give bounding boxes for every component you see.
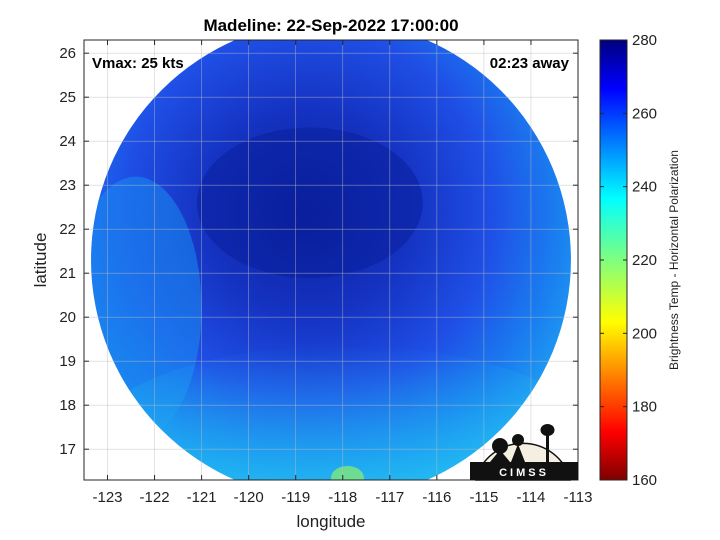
time-away-annotation: 02:23 away	[490, 55, 570, 72]
x-tick-label: -113	[564, 489, 593, 506]
y-tick-label: 20	[59, 309, 76, 326]
colorbar	[599, 39, 628, 481]
colorbar-ticks: 280 260 240 220 200 180 160	[600, 32, 657, 489]
x-tick-label: -123	[93, 489, 123, 506]
brightness-temp-swath	[91, 40, 571, 480]
y-tick-label: 24	[59, 133, 76, 150]
y-tick-label: 21	[59, 265, 76, 282]
plot-frame	[83, 39, 579, 481]
gridlines	[84, 40, 578, 480]
y-tick-label: 23	[59, 177, 76, 194]
y-axis-label: latitude	[31, 233, 50, 288]
y-tick-label: 22	[59, 221, 76, 238]
colorbar-tick-label: 180	[632, 399, 657, 416]
colorbar-tick-label: 260	[632, 105, 657, 122]
y-tick-label: 18	[59, 397, 76, 414]
y-axis-ticks: 17 18 19 20 21 22 23 24 25 26	[59, 45, 578, 458]
x-tick-label: -117	[375, 489, 404, 506]
x-tick-label: -116	[422, 489, 451, 506]
chart-title: Madeline: 22-Sep-2022 17:00:00	[203, 16, 458, 35]
x-tick-label: -115	[469, 489, 498, 506]
x-tick-label: -118	[328, 489, 357, 506]
x-tick-label: -120	[234, 489, 264, 506]
vmax-annotation: Vmax: 25 kts	[92, 55, 184, 72]
x-tick-label: -114	[516, 489, 545, 506]
x-tick-label: -119	[281, 489, 310, 506]
colorbar-tick-label: 220	[632, 252, 657, 269]
colorbar-tick-label: 280	[632, 32, 657, 49]
x-axis-ticks: -123 -122 -121 -120 -119 -118 -117 -116 -115 -114…	[93, 40, 593, 506]
y-tick-label: 19	[59, 353, 76, 370]
y-tick-label: 26	[59, 45, 76, 62]
warm-spot	[331, 466, 364, 480]
y-tick-label: 17	[59, 441, 76, 458]
cimss-logo: CIMSS	[470, 424, 578, 481]
y-tick-label: 25	[59, 89, 76, 106]
colorbar-tick-label: 240	[632, 179, 657, 196]
x-tick-label: -122	[140, 489, 170, 506]
colorbar-label: Brightness Temp - Horizontal Polarizatio…	[667, 150, 681, 370]
storm-core	[196, 127, 423, 279]
x-axis-label: longitude	[296, 512, 365, 531]
logo-text: CIMSS	[499, 467, 549, 479]
colorbar-tick-label: 200	[632, 325, 657, 342]
colorbar-tick-label: 160	[632, 472, 657, 489]
x-tick-label: -121	[187, 489, 217, 506]
